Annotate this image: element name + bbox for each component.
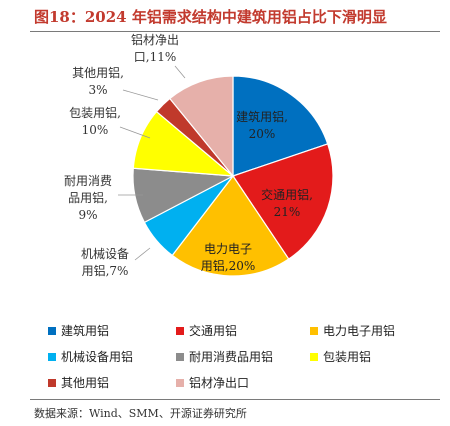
slice-label-6: 包装用铝, 10%: [69, 105, 121, 137]
legend-item-8: 铝材净出口: [176, 374, 249, 391]
title-rule: [30, 31, 440, 32]
legend-item-5: 耐用消费品用铝: [176, 348, 273, 365]
legend-item-1: 建筑用铝: [48, 322, 109, 339]
legend-swatch: [48, 352, 56, 361]
slice-label-5: 耐用消费品用铝, 9%: [64, 174, 112, 222]
source-note: 数据来源：Wind、SMM、开源证券研究所: [34, 407, 247, 420]
legend-item-3: 电力电子用铝: [310, 322, 395, 339]
legend-swatch: [48, 378, 56, 387]
legend-item-6: 包装用铝: [310, 348, 371, 365]
slice-label-3: 电力电子用铝,20%: [201, 242, 256, 273]
legend-swatch: [176, 326, 184, 335]
legend-item-2: 交通用铝: [176, 322, 237, 339]
leader-line-4: [134, 247, 151, 261]
source-rule: [30, 399, 440, 400]
pie-slice-8: [168, 75, 234, 178]
slice-label-7: 其他用铝, 3%: [72, 65, 124, 97]
leader-line-7: [122, 89, 159, 101]
pie-slice-1: [232, 75, 329, 177]
legend-swatch: [310, 352, 318, 361]
legend-label: 包装用铝: [323, 350, 372, 364]
leader-line-8: [174, 65, 186, 79]
legend-item-7: 其他用铝: [48, 374, 109, 391]
legend-swatch: [176, 352, 184, 361]
legend-label: 建筑用铝: [61, 324, 110, 338]
legend-swatch: [176, 378, 184, 387]
leader-line-6: [119, 126, 151, 139]
legend-label: 交通用铝: [189, 324, 238, 338]
legend-label: 耐用消费品用铝: [189, 350, 274, 364]
pie-slice-3: [171, 174, 290, 277]
legend-item-4: 机械设备用铝: [48, 348, 133, 365]
legend-label: 电力电子用铝: [323, 324, 396, 338]
slice-label-2: 交通用铝, 21%: [261, 187, 313, 219]
legend-swatch: [48, 326, 56, 335]
legend-label: 铝材净出口: [189, 376, 250, 390]
legend-label: 其他用铝: [61, 376, 110, 390]
slice-label-4: 机械设备用铝,7%: [81, 246, 129, 278]
slice-label-1: 建筑用铝, 20%: [236, 109, 288, 141]
pie-chart: 建筑用铝, 20% 交通用铝, 21%电力电子用铝,20% 机械设备用铝,7% 耐用消费品…: [64, 32, 334, 278]
slice-label-8: 铝材净出口,11%: [131, 32, 179, 64]
legend-label: 机械设备用铝: [61, 350, 134, 364]
figure-title: 图18：2024 年铝需求结构中建筑用铝占比下滑明显: [34, 8, 387, 26]
legend-swatch: [310, 326, 318, 335]
pie-slice-2: [232, 143, 334, 260]
